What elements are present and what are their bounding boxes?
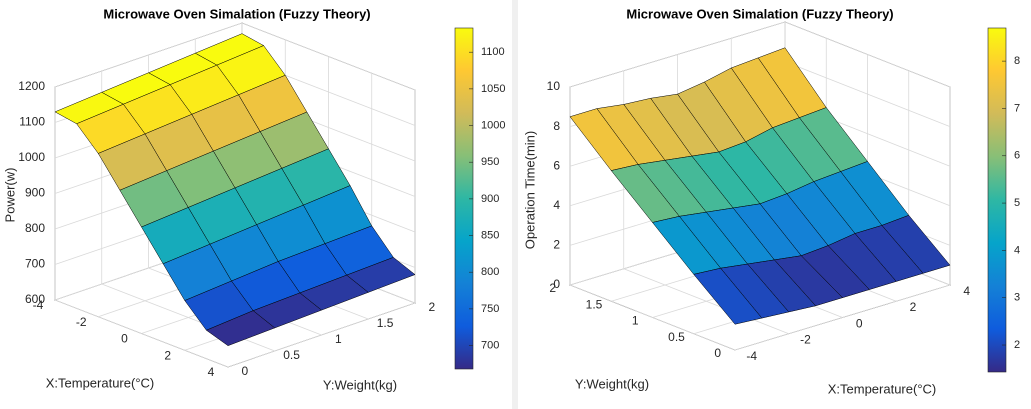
z-tick-label: 1100 [19, 115, 45, 129]
x-axis-label: X:Temperature(°C) [828, 381, 937, 396]
x-tick-label: 2 [910, 300, 917, 314]
z-tick-label: 2 [553, 238, 560, 252]
colorbar-tick-label: 6 [1014, 150, 1020, 162]
z-tick-label: 600 [25, 292, 45, 306]
z-tick-label: 700 [25, 257, 45, 271]
y-tick-label: 1 [335, 332, 342, 346]
colorbar-tick-label: 8 [1014, 55, 1020, 67]
x-tick-label: 0 [121, 332, 128, 346]
y-tick-label: 2 [549, 281, 556, 295]
colorbar-tick-label: 800 [481, 266, 499, 278]
colorbar-tick-label: 7 [1014, 102, 1020, 114]
z-tick-label: 10 [547, 79, 561, 93]
grid-line [54, 299, 229, 368]
z-tick-label: 0 [553, 277, 560, 291]
x-tick-label: -2 [76, 315, 87, 329]
colorbar-tick-label: 4 [1014, 244, 1020, 256]
separator [512, 0, 518, 409]
z-tick-label: 1000 [18, 150, 45, 164]
colorbar-tick-label: 900 [481, 193, 499, 205]
axes: 600 700 800 900 1000 1100 1200 -4 -2 0 2 4 0 0.5 1 1.5 2… [18, 22, 505, 379]
z-axis-label: Operation Time(min) [522, 131, 537, 249]
colorbar [454, 27, 474, 370]
chart-title: Microwave Oven Simalation (Fuzzy Theory) [103, 6, 370, 21]
y-tick-label: 2 [428, 300, 435, 314]
y-tick-label: 0 [241, 364, 248, 378]
x-tick-label: -4 [33, 298, 44, 312]
x-tick-label: -2 [800, 333, 811, 347]
z-tick-label: 4 [553, 198, 560, 212]
colorbar-tick-label: 1000 [481, 119, 505, 131]
y-tick-label: 1.5 [377, 316, 394, 330]
x-tick-label: -4 [746, 349, 757, 363]
z-tick-label: 1200 [18, 79, 45, 93]
chart-title: Microwave Oven Simalation (Fuzzy Theory) [626, 6, 893, 21]
y-axis-label: Y:Weight(kg) [323, 377, 397, 392]
surface-patch [693, 267, 763, 325]
x-tick-label: 0 [856, 316, 863, 330]
y-tick-label: 0.5 [668, 330, 685, 344]
colorbar-tick-label: 1050 [481, 83, 505, 95]
colorbar-tick-label: 2 [1014, 339, 1020, 351]
z-tick-label: 800 [25, 221, 45, 235]
z-axis-label: Power(w) [2, 168, 17, 223]
y-tick-label: 0 [714, 346, 721, 360]
grid-line [101, 283, 275, 352]
colorbar-tick-label: 700 [481, 339, 499, 351]
surface-patch [205, 310, 276, 346]
x-tick-label: 4 [963, 284, 970, 298]
y-tick-label: 0.5 [283, 348, 300, 362]
colorbar-tick-label: 1100 [481, 46, 505, 58]
y-tick-label: 1.5 [586, 297, 603, 311]
z-tick-label: 900 [25, 186, 45, 200]
x-tick-label: 4 [208, 365, 215, 379]
colorbar-tick-label: 850 [481, 229, 499, 241]
z-tick-label: 8 [553, 119, 560, 133]
y-tick-label: 1 [632, 314, 639, 328]
y-axis-label: Y:Weight(kg) [575, 376, 649, 391]
colorbar [987, 27, 1007, 373]
colorbar-tick-label: 3 [1014, 292, 1020, 304]
grid-line [734, 284, 951, 351]
z-tick-label: 6 [553, 158, 560, 172]
x-tick-label: 2 [164, 348, 171, 362]
colorbar-tick-label: 950 [481, 156, 499, 168]
x-axis-label: X:Temperature(°C) [46, 375, 155, 390]
colorbar-tick-label: 750 [481, 303, 499, 315]
colorbar-tick-label: 5 [1014, 197, 1020, 209]
